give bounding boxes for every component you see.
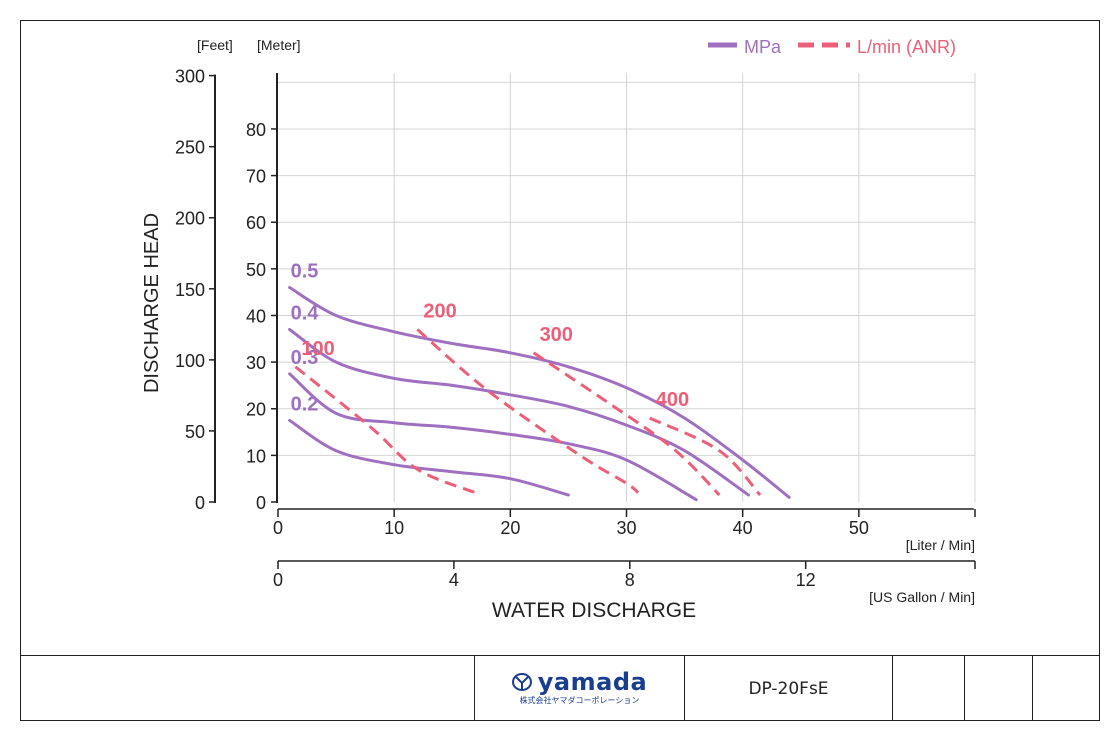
- feet-axis-unit-label: [Feet]: [197, 37, 233, 53]
- gallon-tick-label: 8: [625, 570, 635, 590]
- meter-tick-label: 40: [246, 306, 266, 326]
- pressure-label-0-4: 0.4: [291, 302, 320, 324]
- pressure-label-0-2: 0.2: [291, 393, 319, 415]
- meter-tick-label: 80: [246, 120, 266, 140]
- gallon-axis-unit-label: [US Gallon / Min]: [869, 589, 975, 605]
- footer-table: yamada 株式会社ヤマダコーポレーション DP-20FsE: [20, 655, 1100, 721]
- yamada-logo: yamada 株式会社ヤマダコーポレーション: [511, 668, 648, 706]
- feet-tick-label: 250: [175, 138, 205, 158]
- feet-tick-label: 200: [175, 209, 205, 229]
- meter-tick-label: 50: [246, 260, 266, 280]
- pressure-curve-0-2: [288, 418, 570, 497]
- airflow-curve-200: [416, 328, 640, 494]
- airflow-curve-300: [532, 351, 721, 497]
- airflow-label-200: 200: [423, 300, 456, 322]
- footer-blank-cell: [20, 656, 474, 721]
- feet-tick-label: 300: [175, 67, 205, 87]
- airflow-label-400: 400: [656, 389, 689, 411]
- pressure-curve-0-3: [288, 372, 698, 502]
- feet-tick-label: 100: [175, 351, 205, 371]
- x-axis-title: WATER DISCHARGE: [492, 599, 696, 622]
- liter-axis-unit-label: [Liter / Min]: [906, 537, 975, 553]
- figure-frame: [20, 20, 1100, 721]
- airflow-curve-400: [649, 416, 762, 497]
- gallon-tick-label: 0: [273, 570, 283, 590]
- meter-tick-label: 20: [246, 400, 266, 420]
- meter-tick-label: 10: [246, 446, 266, 466]
- liter-tick-label: 50: [849, 518, 869, 538]
- meter-tick-label: 0: [256, 493, 266, 513]
- footer-empty-cell-1: [892, 656, 964, 721]
- meter-tick-label: 60: [246, 213, 266, 233]
- airflow-label-300: 300: [540, 324, 573, 346]
- feet-tick-label: 0: [195, 493, 205, 513]
- meter-axis-unit-label: [Meter]: [257, 37, 301, 53]
- pressure-label-0-3: 0.3: [291, 347, 319, 369]
- airflow-curve-100: [294, 365, 477, 495]
- model-number: DP-20FsE: [748, 678, 829, 699]
- feet-tick-label: 50: [185, 422, 205, 442]
- pressure-label-0-5: 0.5: [291, 261, 319, 283]
- gallon-tick-label: 4: [449, 570, 459, 590]
- gallon-tick-label: 12: [796, 570, 816, 590]
- footer-empty-cell-3: [1032, 656, 1100, 721]
- feet-tick-label: 150: [175, 280, 205, 300]
- airflow-label-100: 100: [301, 338, 334, 360]
- legend-mpa-label: MPa: [744, 37, 782, 57]
- liter-tick-label: 0: [273, 518, 283, 538]
- liter-tick-label: 20: [500, 518, 520, 538]
- logo-company-name: 株式会社ヤマダコーポレーション: [519, 696, 640, 705]
- meter-tick-label: 70: [246, 167, 266, 187]
- footer-model-cell: DP-20FsE: [684, 656, 892, 721]
- footer-logo-cell: yamada 株式会社ヤマダコーポレーション: [474, 656, 684, 721]
- plot-grid: [278, 73, 976, 502]
- pressure-curve-0-4: [288, 328, 750, 497]
- y-axis-title: DISCHARGE HEAD: [141, 213, 163, 393]
- liter-tick-label: 10: [384, 518, 404, 538]
- yamada-emblem-icon: [511, 673, 532, 691]
- meter-tick-label: 30: [246, 353, 266, 373]
- footer-empty-cell-2: [964, 656, 1032, 721]
- liter-tick-label: 30: [616, 518, 636, 538]
- logo-wordmark: yamada: [537, 668, 648, 696]
- liter-tick-label: 40: [733, 518, 753, 538]
- pressure-curve-0-5: [288, 286, 791, 499]
- legend-lmin-label: L/min (ANR): [857, 37, 956, 57]
